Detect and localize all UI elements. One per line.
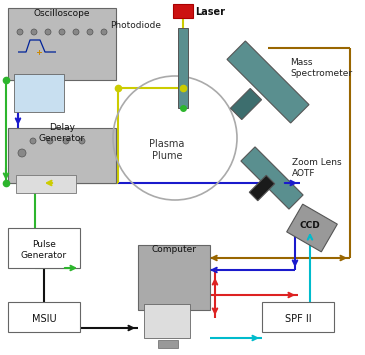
Circle shape	[63, 138, 69, 144]
Circle shape	[17, 29, 23, 35]
Polygon shape	[227, 41, 309, 123]
FancyBboxPatch shape	[262, 302, 334, 332]
Circle shape	[31, 29, 37, 35]
Circle shape	[45, 29, 51, 35]
Text: MSIU: MSIU	[32, 314, 56, 324]
Polygon shape	[287, 204, 337, 252]
FancyBboxPatch shape	[173, 4, 193, 18]
Circle shape	[73, 29, 79, 35]
FancyBboxPatch shape	[178, 28, 188, 108]
Circle shape	[59, 29, 65, 35]
FancyBboxPatch shape	[138, 245, 210, 310]
Polygon shape	[241, 147, 303, 209]
FancyBboxPatch shape	[158, 340, 178, 348]
Text: Photodiode: Photodiode	[110, 21, 161, 29]
FancyBboxPatch shape	[8, 302, 80, 332]
Text: Pulse
Generator: Pulse Generator	[21, 240, 67, 260]
Text: Mass
Spectrometer: Mass Spectrometer	[290, 58, 352, 78]
FancyBboxPatch shape	[16, 175, 76, 193]
Circle shape	[79, 138, 85, 144]
Circle shape	[87, 29, 93, 35]
Circle shape	[101, 29, 107, 35]
Circle shape	[30, 138, 36, 144]
Text: CCD: CCD	[300, 222, 320, 230]
Text: Oscilloscope: Oscilloscope	[34, 9, 90, 17]
Circle shape	[18, 149, 26, 157]
Text: SPF II: SPF II	[285, 314, 311, 324]
FancyBboxPatch shape	[8, 128, 116, 183]
Text: Zoom Lens
AOTF: Zoom Lens AOTF	[292, 158, 342, 178]
Circle shape	[47, 138, 53, 144]
FancyBboxPatch shape	[144, 304, 190, 338]
FancyBboxPatch shape	[14, 74, 64, 112]
Text: Plasma
Plume: Plasma Plume	[149, 139, 185, 161]
FancyBboxPatch shape	[8, 228, 80, 268]
Text: Laser: Laser	[195, 7, 225, 17]
Polygon shape	[249, 175, 275, 201]
Text: Delay
Generator: Delay Generator	[39, 123, 85, 143]
Text: Computer: Computer	[151, 246, 196, 255]
FancyBboxPatch shape	[8, 8, 116, 80]
Polygon shape	[230, 88, 262, 120]
